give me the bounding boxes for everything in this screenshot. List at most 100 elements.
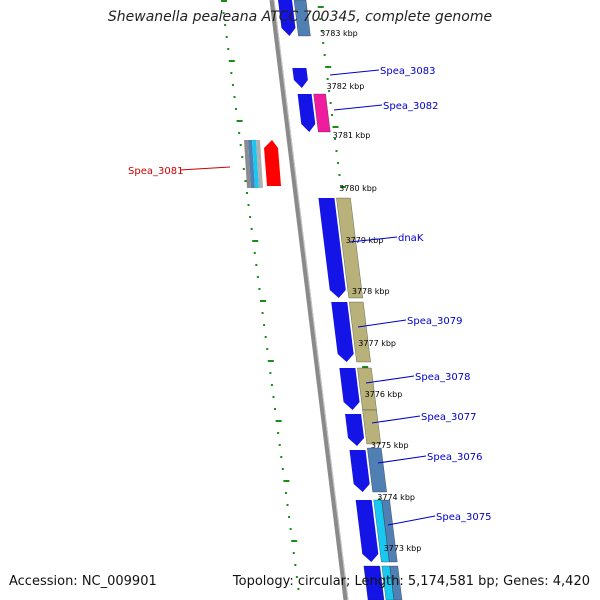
gc-content-mark <box>328 90 331 92</box>
chromosome-backbone <box>269 0 349 600</box>
cds-arrow <box>355 500 379 562</box>
gene-block <box>362 409 381 445</box>
gc-skew-mark <box>281 468 284 470</box>
cds-arrow <box>297 94 316 132</box>
gc-skew-mark <box>235 108 238 110</box>
cds-arrow-red <box>264 140 281 186</box>
gc-skew-mark <box>277 432 280 434</box>
gc-skew-mark <box>261 312 264 314</box>
gc-content-mark <box>338 174 341 176</box>
gene-label: Spea_3081 <box>128 166 183 177</box>
gc-content-mark <box>339 186 346 188</box>
gc-skew-mark <box>297 588 300 590</box>
gene-label: Spea_3082 <box>383 101 438 112</box>
gc-skew-mark <box>247 204 250 206</box>
gene-block <box>248 140 255 188</box>
label-leader-line <box>365 375 415 384</box>
gc-skew-mark <box>264 336 267 338</box>
label-leader-line <box>357 319 407 328</box>
gene-label: Spea_3077 <box>421 412 476 423</box>
gc-skew-mark <box>252 240 259 242</box>
gc-skew-mark <box>286 504 289 506</box>
gc-skew-mark <box>295 576 298 578</box>
gc-skew-mark <box>242 168 245 170</box>
accession-text: Accession: NC_009901 <box>9 574 157 589</box>
gene-block <box>381 499 398 563</box>
gc-skew-mark <box>222 12 225 14</box>
gene-block <box>381 565 395 600</box>
gc-skew-mark <box>284 492 287 494</box>
gene-block <box>313 93 331 133</box>
scale-tick-label: 3781 kbp <box>333 131 371 140</box>
gc-skew-mark <box>227 48 230 50</box>
gc-skew-mark <box>288 516 291 518</box>
chromosome-backbone-highlight <box>273 0 349 600</box>
gc-skew-mark <box>258 288 261 290</box>
gc-content-mark <box>378 498 381 500</box>
gc-content-mark <box>319 18 322 20</box>
gc-skew-mark <box>256 276 259 278</box>
scale-tick-label: 3783 kbp <box>320 29 358 38</box>
gc-skew-mark <box>249 216 252 218</box>
label-leader-line <box>387 515 436 526</box>
gc-skew-mark <box>275 420 282 422</box>
gc-content-mark <box>325 66 332 68</box>
gc-skew-mark <box>225 36 228 38</box>
gene-block <box>293 0 311 37</box>
gc-skew-mark <box>274 408 277 410</box>
gc-skew-mark <box>255 264 258 266</box>
gc-content-mark <box>320 30 323 32</box>
cds-arrow <box>278 0 296 36</box>
gc-skew-mark <box>292 552 295 554</box>
cds-arrow <box>292 68 308 88</box>
scale-tick-label: 3777 kbp <box>358 339 396 348</box>
gc-skew-mark <box>230 72 233 74</box>
cds-arrow <box>349 450 370 492</box>
gc-content-mark <box>317 6 324 8</box>
gc-skew-mark <box>239 144 242 146</box>
gc-skew-mark <box>260 300 266 302</box>
gene-label: Spea_3075 <box>436 512 491 523</box>
gc-skew-mark <box>236 120 243 122</box>
gc-skew-mark <box>269 372 272 374</box>
gene-block <box>357 367 377 411</box>
gc-skew-mark <box>241 156 244 158</box>
gene-label: Spea_3079 <box>407 316 462 327</box>
gene-block <box>363 565 385 600</box>
gc-skew-mark <box>283 480 290 482</box>
gc-skew-mark <box>270 384 273 386</box>
scale-tick-label: 3775 kbp <box>371 441 409 450</box>
scale-tick-label: 3774 kbp <box>377 493 415 502</box>
scale-tick-label: 3782 kbp <box>327 82 365 91</box>
label-leader-line <box>333 104 383 111</box>
scale-tick-label: 3778 kbp <box>352 287 390 296</box>
spea-3081-cluster <box>244 140 281 188</box>
gc-skew-mark <box>280 456 283 458</box>
label-leader-line <box>329 69 380 76</box>
gc-skew-mark <box>272 396 275 398</box>
gc-skew-mark <box>278 444 281 446</box>
gc-skew-mark <box>250 228 253 230</box>
gc-content-mark <box>322 42 325 44</box>
gene-block <box>252 140 259 188</box>
gc-content-mark <box>336 162 339 164</box>
label-leader-line <box>179 166 231 171</box>
cds-arrow <box>331 302 354 362</box>
scale-tick-label: 3773 kbp <box>384 544 422 553</box>
scale-tick-label: 3780 kbp <box>339 184 377 193</box>
gc-skew-mark <box>221 0 227 2</box>
gene-block <box>336 197 363 299</box>
gc-content-mark <box>335 150 338 152</box>
label-leader-line <box>371 415 421 424</box>
genome-summary-text: Topology: circular; Length: 5,174,581 bp… <box>232 574 590 589</box>
map-title: Shewanella pealeana ATCC 700345, complet… <box>107 9 493 25</box>
gene-features <box>278 0 403 600</box>
gc-skew-mark <box>266 348 269 350</box>
gc-skew-mark <box>228 60 235 62</box>
gc-skew-mark <box>294 564 297 566</box>
gc-content-mark <box>332 126 339 128</box>
scale-tick-label: 3776 kbp <box>365 390 403 399</box>
cds-arrow <box>339 368 360 410</box>
gc-skew-mark <box>291 540 298 542</box>
